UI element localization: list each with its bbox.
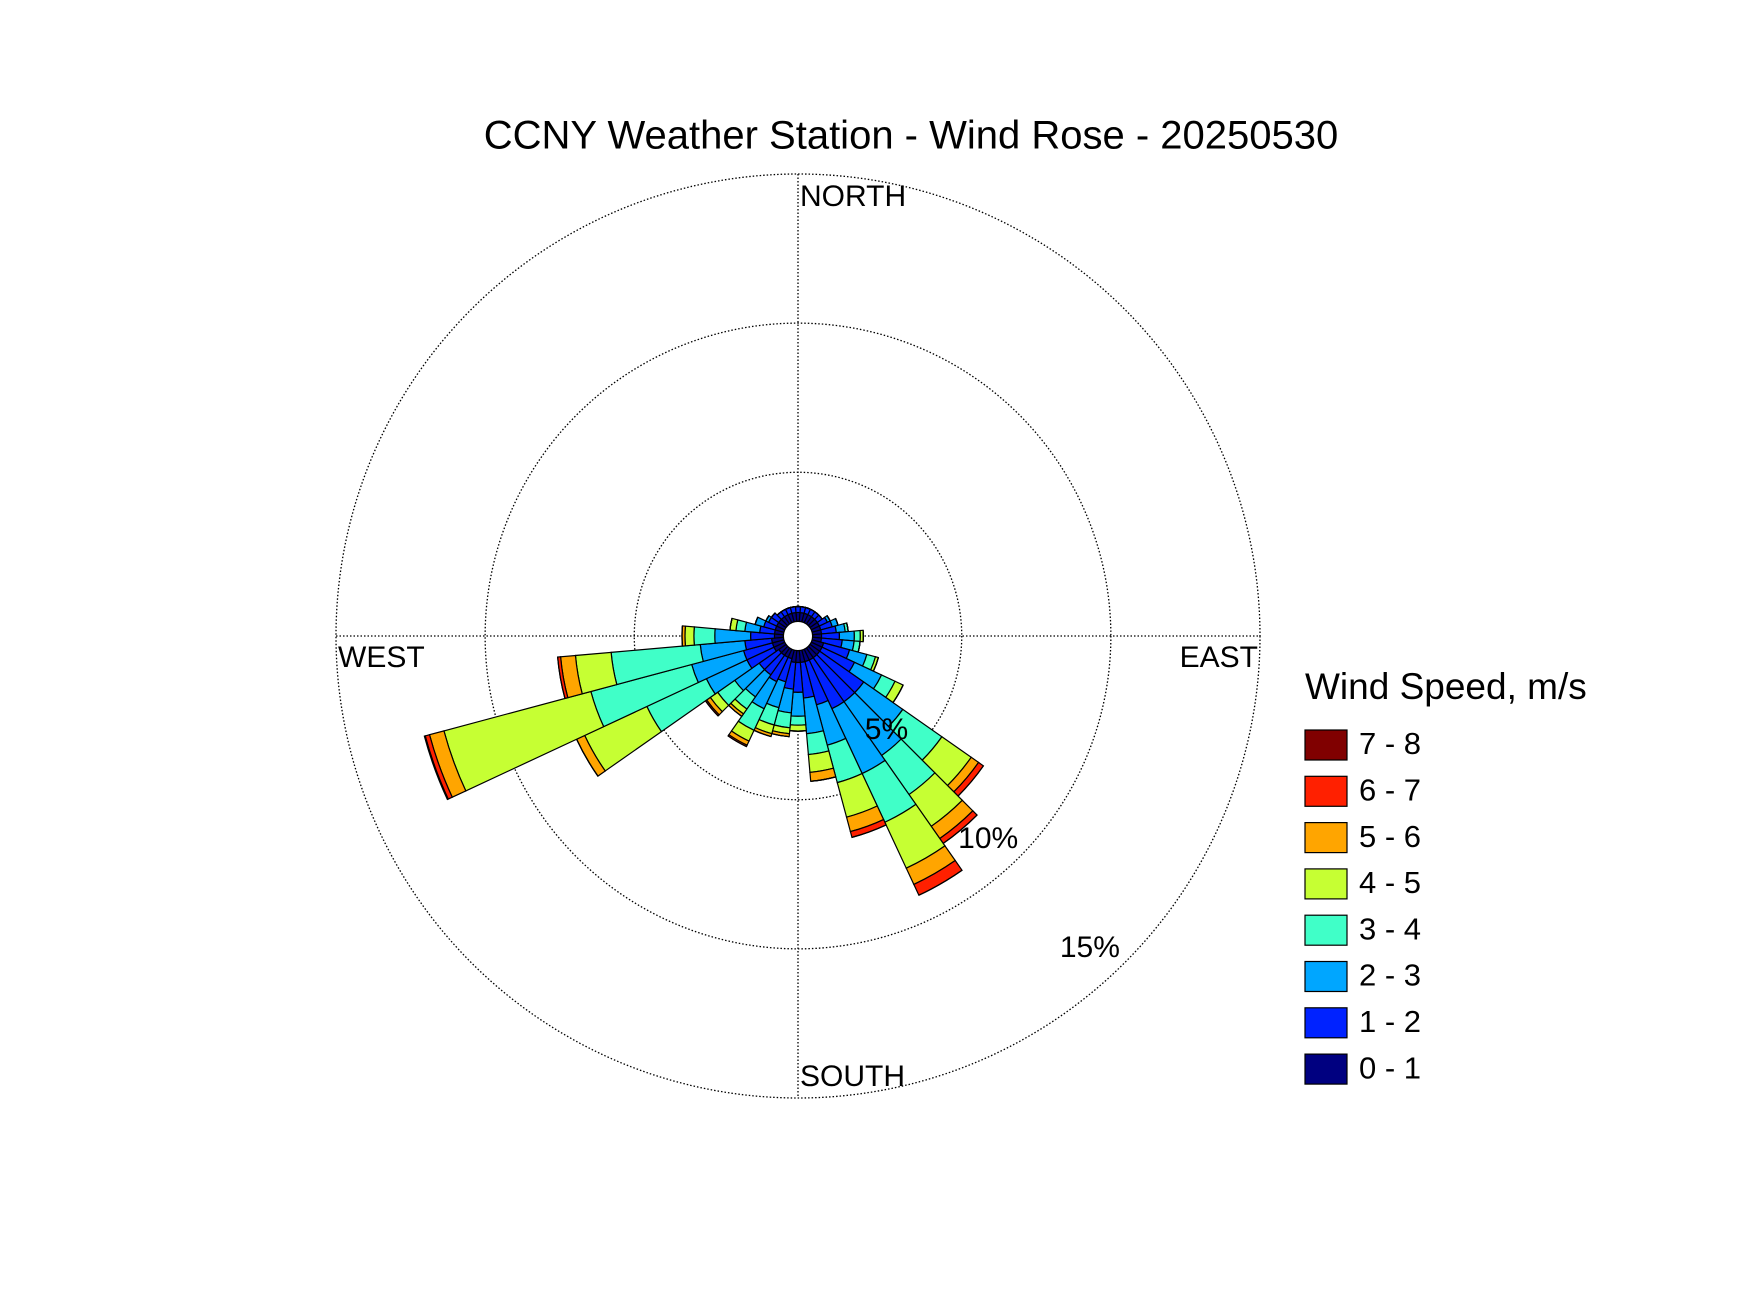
- r-tick-label: 15%: [1060, 931, 1120, 964]
- r-tick-label: 5%: [865, 713, 908, 746]
- wedge-segment: [851, 824, 887, 838]
- compass-label: WEST: [338, 641, 425, 674]
- legend-label: 0 - 1: [1359, 1050, 1421, 1085]
- legend-swatch: [1304, 821, 1348, 854]
- wedge-segment: [693, 626, 716, 646]
- wedge-segment: [770, 612, 776, 618]
- legend-label: 3 - 4: [1359, 911, 1421, 946]
- center-hole: [782, 620, 814, 652]
- wedge-segment: [684, 625, 695, 647]
- compass-label: NORTH: [800, 180, 906, 213]
- wedge-segment: [810, 776, 836, 782]
- wedge-segment: [423, 735, 450, 801]
- wedge-segment: [789, 724, 807, 732]
- legend-swatch: [1304, 729, 1348, 761]
- legend-label: 6 - 7: [1359, 772, 1421, 807]
- r-tick-label: 10%: [958, 822, 1018, 855]
- wedge-segment: [789, 715, 807, 726]
- chart-title: CCNY Weather Station - Wind Rose - 20250…: [484, 114, 1339, 158]
- legend-swatch: [1304, 914, 1348, 946]
- legend-swatch: [1304, 1053, 1348, 1085]
- legend-swatch: [1304, 775, 1348, 807]
- legend-swatch: [1304, 868, 1348, 900]
- compass-label: SOUTH: [800, 1060, 905, 1093]
- legend-label: 7 - 8: [1359, 726, 1421, 761]
- legend-label: 1 - 2: [1359, 1004, 1421, 1039]
- legend-swatch: [1304, 1007, 1348, 1039]
- legend-label: 4 - 5: [1359, 865, 1421, 900]
- wedge-segment: [729, 618, 733, 631]
- legend-label: 5 - 6: [1359, 819, 1421, 854]
- compass-label: EAST: [1180, 641, 1258, 674]
- legend-swatch: [1304, 960, 1348, 993]
- legend-title: Wind Speed, m/s: [1305, 666, 1587, 707]
- wedge-segment: [853, 629, 861, 643]
- legend-label: 2 - 3: [1359, 958, 1421, 993]
- grid-ring: [335, 173, 1261, 1099]
